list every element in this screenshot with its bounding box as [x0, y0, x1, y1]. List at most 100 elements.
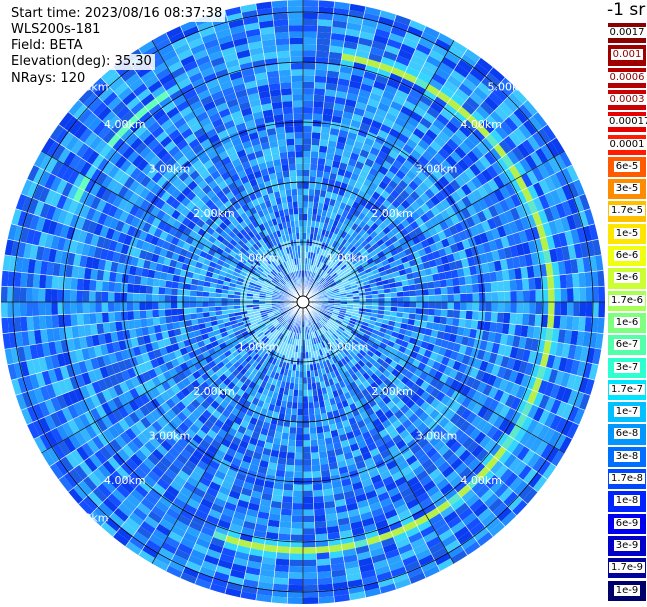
- range-gate-cell: [561, 245, 571, 261]
- range-gate-cell: [101, 302, 109, 313]
- range-gate-cell: [340, 357, 348, 366]
- range-gate-cell: [447, 424, 460, 437]
- range-gate-cell: [521, 241, 531, 255]
- range-gate-cell: [337, 517, 351, 526]
- range-gate-cell: [258, 333, 266, 340]
- range-gate-cell: [422, 229, 432, 240]
- range-gate-cell: [395, 169, 406, 180]
- range-gate-cell: [115, 321, 123, 332]
- range-gate-cell: [253, 529, 267, 539]
- range-gate-cell: [405, 94, 420, 106]
- range-gate-cell: [182, 417, 194, 429]
- range-gate-cell: [401, 317, 409, 325]
- range-gate-cell: [340, 372, 348, 381]
- range-gate-cell: [192, 434, 204, 445]
- range-gate-cell: [334, 361, 341, 370]
- range-gate-cell: [337, 284, 345, 289]
- range-gate-cell: [282, 313, 289, 318]
- range-gate-cell: [386, 514, 401, 526]
- range-gate-cell: [158, 495, 173, 508]
- range-gate-cell: [345, 271, 353, 277]
- range-gate-cell: [125, 475, 139, 490]
- range-gate-cell: [327, 320, 334, 326]
- range-gate-cell: [291, 312, 297, 318]
- range-gate-cell: [158, 302, 165, 310]
- range-gate-cell: [423, 349, 433, 359]
- range-gate-cell: [408, 20, 426, 32]
- range-gate-cell: [348, 416, 357, 426]
- range-gate-cell: [498, 449, 512, 465]
- range-gate-cell: [514, 371, 525, 386]
- range-gate-cell: [325, 311, 333, 315]
- range-gate-cell: [288, 310, 295, 316]
- range-gate-cell: [549, 173, 562, 190]
- range-gate-cell: [560, 302, 568, 316]
- range-gate-cell: [303, 446, 311, 453]
- range-gate-cell: [382, 247, 391, 255]
- range-gate-cell: [130, 489, 145, 503]
- range-gate-cell: [269, 507, 282, 515]
- range-gate-cell: [443, 245, 453, 256]
- range-gate-cell: [282, 489, 294, 497]
- range-gate-cell: [360, 273, 368, 280]
- range-gate-cell: [377, 309, 385, 315]
- range-gate-cell: [415, 387, 426, 398]
- range-gate-cell: [420, 254, 429, 264]
- range-gate-cell: [469, 225, 480, 237]
- range-gate-cell: [343, 317, 350, 323]
- range-gate-cell: [325, 331, 331, 338]
- range-gate-cell: [125, 541, 142, 556]
- range-gate-cell: [251, 431, 261, 440]
- range-gate-cell: [439, 220, 449, 231]
- range-gate-cell: [311, 470, 322, 478]
- range-gate-cell: [309, 170, 317, 177]
- range-gate-cell: [177, 302, 184, 309]
- range-gate-cell: [252, 353, 260, 361]
- range-gate-cell: [492, 415, 505, 429]
- range-gate-cell: [481, 220, 491, 233]
- range-gate-cell: [508, 112, 524, 128]
- range-gate-cell: [461, 207, 472, 220]
- range-gate-cell: [512, 499, 528, 516]
- range-gate-cell: [261, 556, 277, 565]
- range-gate-cell: [358, 89, 372, 99]
- range-gate-cell: [428, 367, 438, 378]
- range-gate-cell: [328, 252, 334, 260]
- range-gate-cell: [303, 427, 310, 435]
- range-gate-cell: [473, 358, 483, 370]
- range-gate-cell: [443, 171, 455, 184]
- range-gate-cell: [552, 355, 562, 371]
- range-gate-cell: [444, 324, 453, 334]
- range-gate-cell: [296, 421, 303, 428]
- range-gate-cell: [435, 191, 446, 203]
- range-gate-cell: [384, 356, 393, 365]
- range-gate-cell: [129, 471, 144, 485]
- range-gate-cell: [540, 353, 550, 368]
- range-gate-cell: [347, 158, 358, 167]
- range-gate-cell: [403, 290, 410, 297]
- range-gate-cell: [280, 341, 286, 348]
- range-gate-cell: [287, 591, 303, 598]
- range-gate-cell: [345, 137, 356, 147]
- range-gate-cell: [327, 531, 341, 540]
- range-gate-cell: [206, 429, 218, 440]
- range-gate-cell: [448, 261, 457, 271]
- range-gate-cell: [567, 344, 577, 360]
- range-gate-cell: [416, 491, 430, 504]
- range-gate-cell: [492, 86, 508, 102]
- range-gate-cell: [397, 49, 414, 61]
- range-gate-cell: [454, 334, 464, 345]
- range-gate-cell: [512, 88, 528, 105]
- range-gate-cell: [307, 207, 313, 215]
- range-gate-cell: [303, 364, 307, 372]
- range-gate-cell: [316, 38, 331, 46]
- range-gate-cell: [376, 284, 384, 291]
- range-gate-cell: [323, 265, 329, 272]
- range-gate-cell: [13, 271, 22, 288]
- range-gate-cell: [159, 316, 167, 325]
- range-gate-cell: [376, 525, 391, 536]
- range-gate-cell: [573, 302, 580, 317]
- range-gate-cell: [365, 308, 372, 313]
- range-gate-cell: [192, 487, 206, 499]
- range-gate-cell: [314, 330, 319, 338]
